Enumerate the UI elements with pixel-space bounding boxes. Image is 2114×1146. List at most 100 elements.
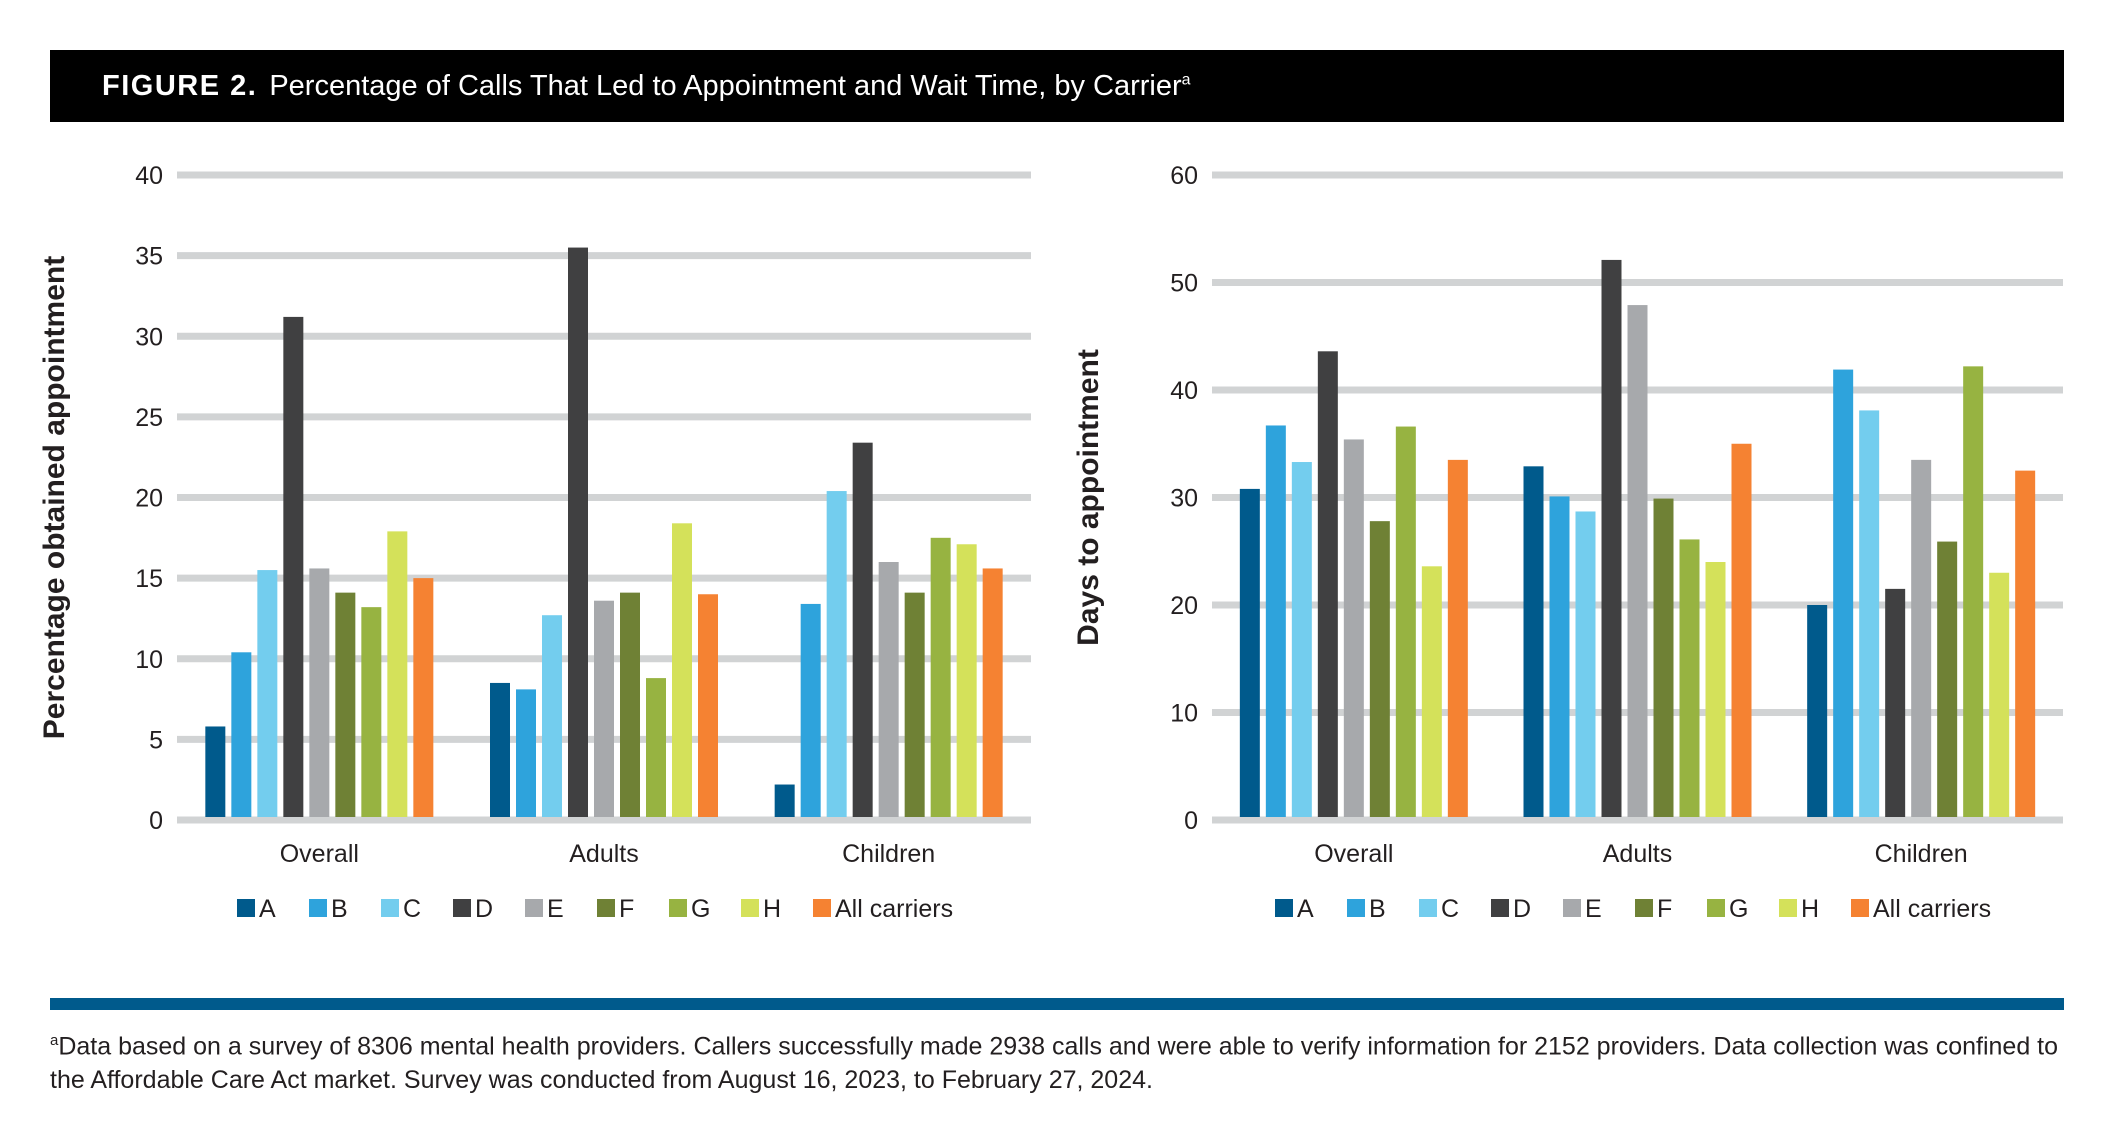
bar-a-adults <box>490 682 510 817</box>
y-tick-label: 5 <box>149 726 163 754</box>
bar-e-adults <box>594 600 614 817</box>
bar-a-overall <box>1239 488 1260 817</box>
bar-h-children <box>956 544 977 817</box>
legend-swatch-c <box>381 899 399 917</box>
bar-e-children <box>1911 459 1932 817</box>
legend-label: G <box>691 895 710 923</box>
bar-all-carriers-adults <box>698 594 718 817</box>
bar-g-adults <box>1679 539 1700 817</box>
legend-swatch-d <box>453 899 471 917</box>
legend-swatch-h <box>1779 899 1797 917</box>
footnote-text: Data based on a survey of 8306 mental he… <box>50 1032 2059 1095</box>
bar-f-adults <box>620 592 640 817</box>
bar-all-carriers-overall <box>413 578 434 817</box>
bar-e-children <box>878 562 899 817</box>
figure-label: FIGURE 2. <box>102 69 258 102</box>
bar-g-children <box>1963 366 1984 817</box>
bar-e-overall <box>309 568 330 817</box>
bar-f-overall <box>1369 521 1390 817</box>
bar-c-overall <box>1291 462 1312 817</box>
bar-d-children <box>852 442 873 817</box>
y-tick-label: 20 <box>135 485 163 513</box>
bar-a-overall <box>205 726 226 817</box>
bar-all-carriers-overall <box>1447 459 1468 817</box>
legend-label: A <box>259 895 276 923</box>
footer-rule <box>50 998 2064 1010</box>
x-category-label: Adults <box>569 840 638 868</box>
figure-title: Percentage of Calls That Led to Appointm… <box>269 70 1190 103</box>
bar-h-overall <box>1421 566 1442 817</box>
y-tick-label: 15 <box>135 565 163 593</box>
bar-b-children <box>800 603 821 817</box>
legend-label: G <box>1729 895 1748 923</box>
bar-b-children <box>1833 369 1854 817</box>
x-category-label: Overall <box>1314 840 1393 868</box>
y-tick-label: 10 <box>1170 700 1198 728</box>
bar-d-adults <box>568 247 588 817</box>
figure-title-note: a <box>1181 70 1191 88</box>
legend-label: D <box>475 895 493 923</box>
y-tick-label: 0 <box>149 807 163 835</box>
legend-swatch-e <box>1563 899 1581 917</box>
legend-swatch-a <box>1275 899 1293 917</box>
bar-f-children <box>904 592 925 817</box>
bar-c-children <box>826 491 847 817</box>
appointment-percentage-chart: 0 5 10 15 20 25 30 35 40 Percentage obtained appo… <box>38 162 1031 923</box>
footnote-marker: a <box>50 1032 59 1049</box>
legend-label: H <box>1801 895 1819 923</box>
legend-swatch-all-carriers <box>813 899 831 917</box>
y-tick-label: 30 <box>135 323 163 351</box>
y-tick-label: 25 <box>135 404 163 432</box>
legend-label: B <box>1369 895 1386 923</box>
y-tick-label: 30 <box>1170 485 1198 513</box>
bar-d-adults <box>1601 259 1622 817</box>
legend-label: All carriers <box>835 895 953 923</box>
bar-a-children <box>774 784 795 817</box>
legend-swatch-g <box>1707 899 1725 917</box>
bar-e-overall <box>1343 439 1364 817</box>
y-axis-label: Percentage obtained appointment <box>38 256 71 739</box>
bar-h-overall <box>387 531 408 817</box>
bar-c-adults <box>1575 511 1596 817</box>
legend-label: C <box>1441 895 1459 923</box>
bar-b-overall <box>1265 425 1286 817</box>
x-category-label: Overall <box>280 840 359 868</box>
bar-b-adults <box>516 689 536 817</box>
legend-swatch-all-carriers <box>1851 899 1869 917</box>
legend-swatch-b <box>1347 899 1365 917</box>
legend-label: C <box>403 895 421 923</box>
bar-g-children <box>930 537 951 817</box>
bar-all-carriers-adults <box>1731 443 1752 817</box>
bar-f-children <box>1937 541 1958 817</box>
bar-d-children <box>1885 588 1906 817</box>
legend-label: E <box>1585 895 1602 923</box>
footnote: aData based on a survey of 8306 mental h… <box>50 1024 2064 1097</box>
legend-swatch-d <box>1491 899 1509 917</box>
legend-swatch-h <box>741 899 759 917</box>
figure-header: FIGURE 2. Percentage of Calls That Led t… <box>50 50 2064 122</box>
bar-b-adults <box>1549 496 1570 817</box>
bar-a-children <box>1807 605 1828 817</box>
legend-swatch-c <box>1419 899 1437 917</box>
bar-h-adults <box>672 523 692 817</box>
bar-g-adults <box>646 678 666 817</box>
bar-h-adults <box>1705 562 1726 817</box>
legend-swatch-e <box>525 899 543 917</box>
x-category-label: Children <box>842 840 935 868</box>
y-tick-label: 60 <box>1170 162 1198 190</box>
legend-label: A <box>1297 895 1314 923</box>
y-axis-label: Days to appointment <box>1072 349 1105 646</box>
bar-all-carriers-children <box>982 568 1003 817</box>
bar-g-overall <box>1395 426 1416 817</box>
legend-label: D <box>1513 895 1531 923</box>
legend-label: H <box>763 895 781 923</box>
bar-f-overall <box>335 592 356 817</box>
legend-label: E <box>547 895 564 923</box>
legend-swatch-b <box>309 899 327 917</box>
y-tick-label: 20 <box>1170 592 1198 620</box>
legend-swatch-g <box>669 899 687 917</box>
x-category-label: Children <box>1875 840 1968 868</box>
bar-d-overall <box>283 316 304 817</box>
bar-all-carriers-children <box>2015 470 2036 817</box>
